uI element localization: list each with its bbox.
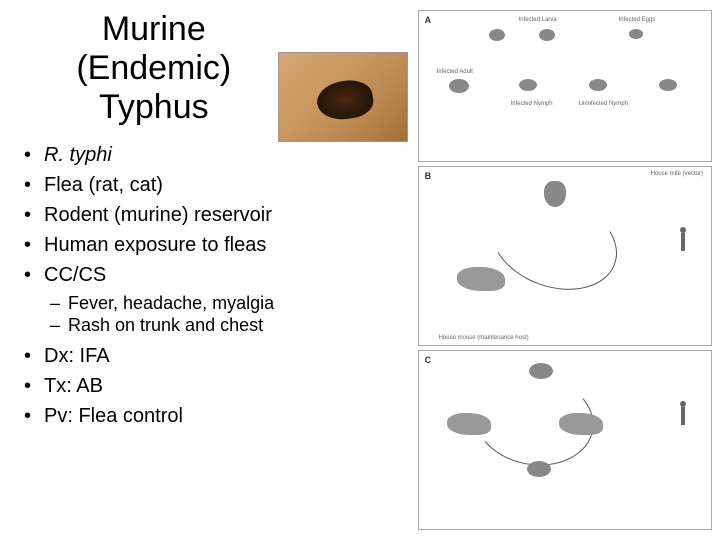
bullet-list: R. typhi Flea (rat, cat) Rodent (murine)… (20, 141, 408, 289)
b-human (677, 227, 689, 267)
a-creature-1 (489, 29, 505, 41)
a-label-larva: Infected Larva (519, 17, 557, 23)
bullet-7: Tx: AB (20, 372, 408, 400)
sub-bullet-2: Rash on trunk and chest (20, 315, 408, 336)
bullet-4: Human exposure to fleas (20, 231, 408, 259)
right-column: A Infected Larva Infected Eggs Infected … (418, 0, 720, 540)
bullet-5: CC/CS (20, 261, 408, 289)
diagram-panel-b: B House mite (vector) House mouse (maint… (418, 166, 712, 346)
b-label-mite: House mite (vector) (651, 171, 703, 177)
c-rat-left (447, 413, 491, 435)
a-label-nymph2: Uninfected Nymph (579, 101, 628, 107)
flea-photo (278, 52, 408, 142)
left-column: Murine (Endemic) Typhus R. typhi Flea (r… (0, 0, 418, 540)
panel-c-label: C (425, 355, 432, 365)
sub-bullet-list: Fever, headache, myalgia Rash on trunk a… (20, 293, 408, 336)
b-mouse (457, 267, 505, 291)
a-creature-5 (519, 79, 537, 91)
bullet-2: Flea (rat, cat) (20, 171, 408, 199)
sub-bullet-1: Fever, headache, myalgia (20, 293, 408, 314)
diagram-panel-c: C (418, 350, 712, 530)
bullet-3: Rodent (murine) reservoir (20, 201, 408, 229)
diagram-panel-a: A Infected Larva Infected Eggs Infected … (418, 10, 712, 162)
a-creature-3 (629, 29, 643, 39)
c-rat-right (559, 413, 603, 435)
flea-body-shape (314, 77, 375, 122)
a-label-nymph1: Infected Nymph (511, 101, 553, 107)
bullet-8: Pv: Flea control (20, 402, 408, 430)
a-creature-4 (449, 79, 469, 93)
a-creature-7 (659, 79, 677, 91)
slide-root: Murine (Endemic) Typhus R. typhi Flea (r… (0, 0, 720, 540)
c-flea-bottom (527, 461, 551, 477)
a-creature-2 (539, 29, 555, 41)
a-label-eggs: Infected Eggs (619, 17, 656, 23)
b-label-mouse: House mouse (maintenance host) (439, 335, 529, 341)
bullet-6: Dx: IFA (20, 342, 408, 370)
bullet-1-text: R. typhi (44, 144, 112, 166)
a-creature-6 (589, 79, 607, 91)
panel-b-label: B (425, 171, 432, 181)
c-human (677, 401, 689, 441)
bullet-1: R. typhi (20, 141, 408, 169)
panel-a-label: A (425, 15, 432, 25)
a-label-adult: Infected Adult (437, 69, 473, 75)
bullet-list-2: Dx: IFA Tx: AB Pv: Flea control (20, 342, 408, 430)
